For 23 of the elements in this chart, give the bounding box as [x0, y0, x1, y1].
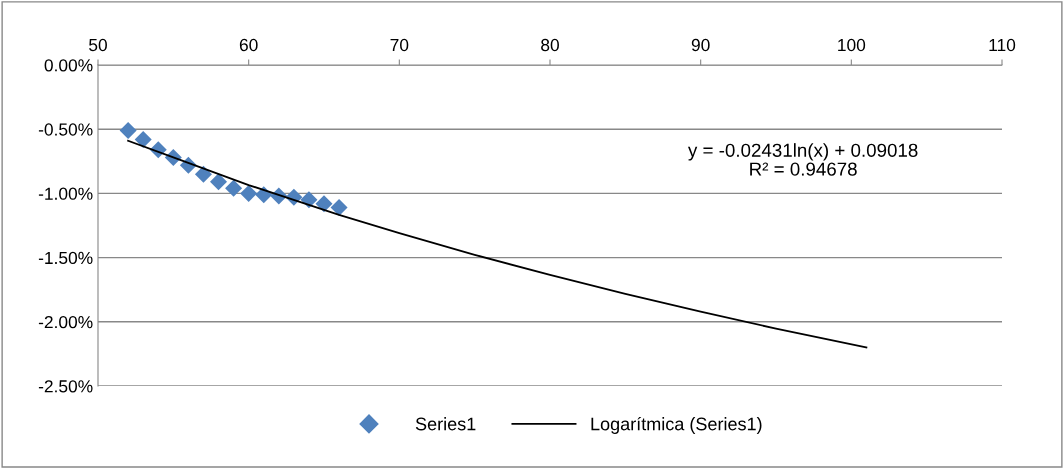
y-tick-label: -2.00% [38, 315, 93, 329]
legend-label: Logarítmica (Series1) [591, 416, 762, 434]
legend-label: Series1 [415, 417, 476, 431]
x-tick-label: 60 [239, 38, 258, 52]
y-tick-label: -2.50% [38, 380, 93, 393]
point [240, 184, 258, 202]
y-tick-label: -0.50% [38, 123, 93, 136]
y-tick-label: -1.00% [38, 187, 93, 200]
point [134, 130, 152, 148]
point [225, 179, 243, 197]
x-tick-label: 100 [838, 38, 866, 52]
x-tick-label: 110 [989, 38, 1016, 52]
point [119, 121, 137, 139]
y-tick-label: -1.50% [38, 251, 93, 265]
point [315, 195, 333, 213]
x-tick-label: 90 [691, 38, 710, 52]
point [330, 199, 348, 217]
x-tick-label: 50 [89, 38, 107, 52]
y-tick-label: 0.00% [44, 59, 93, 72]
point [210, 173, 228, 191]
annotation: y = -0.02431ln(x) + 0.09018 R² = 0.94678 [687, 143, 918, 176]
x-tick-label: 70 [390, 38, 409, 52]
x-tick-label: 80 [541, 38, 559, 52]
